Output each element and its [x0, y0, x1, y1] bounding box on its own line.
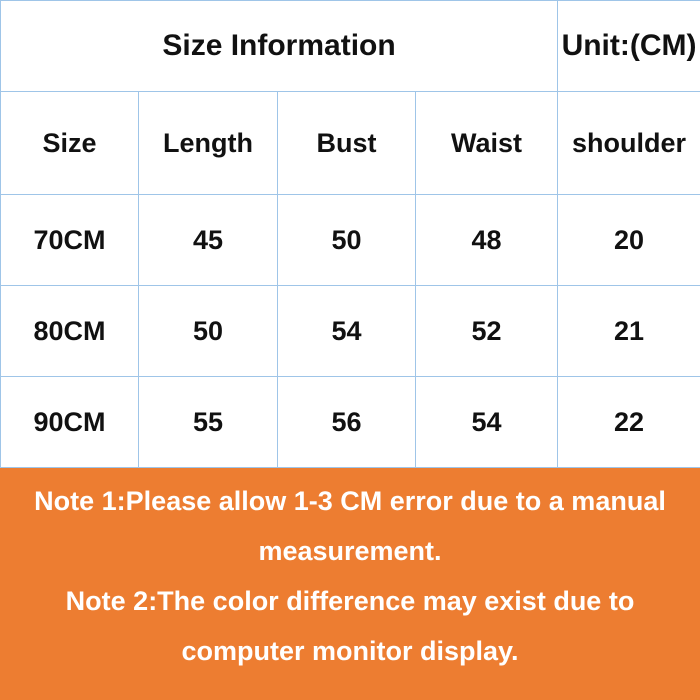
value-cell: 52: [414, 285, 559, 377]
value-cell: 45: [138, 194, 278, 286]
value-cell: 20: [557, 194, 700, 286]
size-cell: 90CM: [0, 376, 139, 468]
value-cell: 54: [277, 285, 416, 377]
value-cell: 22: [557, 376, 700, 468]
value-cell: 50: [277, 194, 416, 286]
notes-box: Note 1:Please allow 1-3 CM error due to …: [0, 468, 700, 700]
column-header: Size: [0, 91, 139, 195]
title-row: Size Information Unit:(CM): [0, 0, 700, 92]
value-cell: 56: [277, 376, 416, 468]
value-cell: 54: [414, 376, 559, 468]
column-header: shoulder: [557, 91, 700, 195]
table-body: Size Information Unit:(CM) Size Length Bus…: [0, 0, 700, 468]
column-header: Bust: [277, 91, 416, 195]
value-cell: 21: [557, 285, 700, 377]
note: Note 2:The color difference may exist du…: [65, 586, 635, 666]
column-header-row: Size Length Bust Waist shoulder: [0, 91, 700, 195]
data-row: 90CM 55 56 54 22: [0, 376, 700, 468]
data-row: 80CM 50 54 52 21: [0, 285, 700, 377]
value-cell: 50: [138, 285, 278, 377]
size-table: Size Information Unit:(CM) Size Length Bus…: [0, 0, 700, 468]
value-cell: 55: [138, 376, 278, 468]
column-header: Waist: [414, 91, 559, 195]
size-cell: 80CM: [0, 285, 139, 377]
table-title: Size Information: [0, 0, 559, 92]
value-cell: 48: [414, 194, 559, 286]
column-header: Length: [138, 91, 278, 195]
data-row: 70CM 45 50 48 20: [0, 194, 700, 286]
note: Note 1:Please allow 1-3 CM error due to …: [34, 486, 666, 566]
size-cell: 70CM: [0, 194, 139, 286]
unit-label: Unit:(CM): [557, 0, 700, 92]
